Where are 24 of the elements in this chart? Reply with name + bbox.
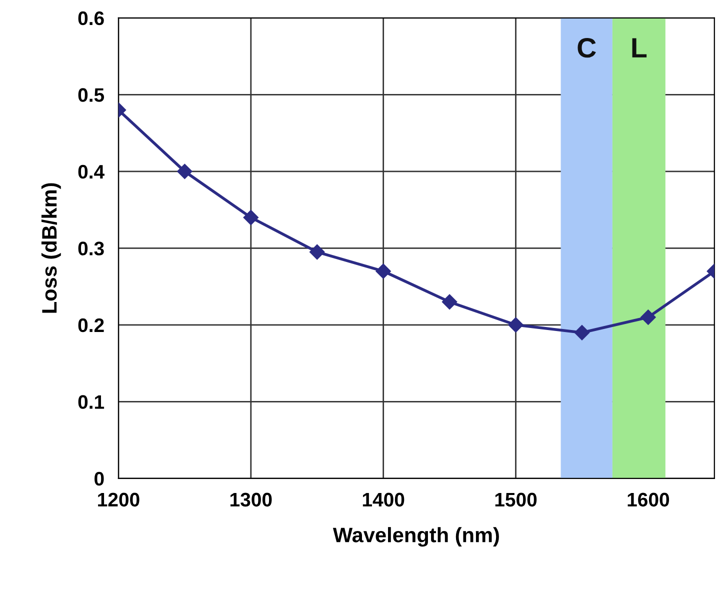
y-axis-title: Loss (dB/km) xyxy=(41,183,61,313)
x-tick-label: 1400 xyxy=(362,492,404,507)
point xyxy=(640,310,656,325)
point xyxy=(442,294,458,310)
band-label: C xyxy=(578,38,596,58)
y-tick-label: 0.2 xyxy=(78,318,104,332)
point xyxy=(310,244,325,260)
x-tick-label: 1600 xyxy=(628,492,670,507)
y-tick-label: 0.4 xyxy=(78,164,104,179)
y-tick-label: 0.5 xyxy=(78,88,104,102)
point xyxy=(243,210,258,226)
point xyxy=(508,317,524,332)
x-tick-label: 1300 xyxy=(230,492,272,507)
x-axis-title: Wavelength (nm) xyxy=(332,527,499,547)
point xyxy=(177,164,192,179)
y-tick-label: 0.1 xyxy=(78,395,104,409)
y-tick-label: 0 xyxy=(94,472,104,486)
point xyxy=(376,264,391,279)
y-tick-label: 0.6 xyxy=(78,11,104,26)
y-tick-label: 0.3 xyxy=(78,242,104,256)
point xyxy=(574,325,590,340)
x-tick-label: 1500 xyxy=(495,492,537,507)
band-label: L xyxy=(632,38,647,58)
x-tick-label: 1200 xyxy=(98,492,140,507)
